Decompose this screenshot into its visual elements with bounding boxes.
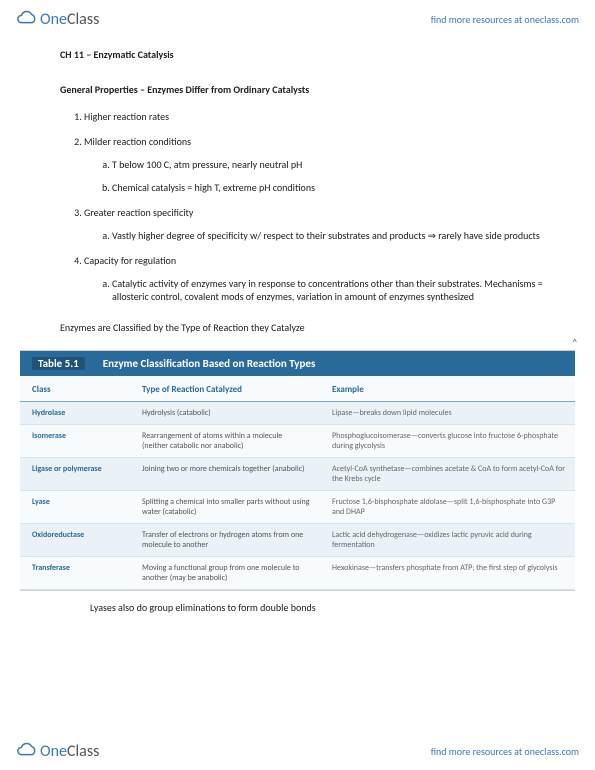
cell-class: Oxidoreductase (20, 524, 130, 557)
sub-list-item: T below 100 C, atm pressure, nearly neut… (112, 158, 545, 171)
note-bottom: Lyases also do group eliminations to for… (60, 601, 545, 614)
cell-class: Ligase or polymerase (20, 458, 130, 491)
cloud-icon (16, 740, 38, 762)
table-row: IsomeraseRearrangement of atoms within a… (20, 425, 575, 458)
resources-link-bottom[interactable]: find more resources at oneclass.com (431, 745, 579, 758)
sub-list: Catalytic activity of enzymes vary in re… (84, 277, 545, 303)
cell-example: Acetyl-CoA synthetase—combines acetate &… (320, 458, 575, 491)
resources-link-top[interactable]: find more resources at oneclass.com (431, 13, 579, 26)
table-row: TransferaseMoving a functional group fro… (20, 557, 575, 590)
table-row: OxidoreductaseTransfer of electrons or h… (20, 524, 575, 557)
cell-type: Hydrolysis (catabolic) (130, 402, 320, 425)
document-body: CH 11 – Enzymatic Catalysis General Prop… (0, 38, 595, 624)
sub-list-item: Catalytic activity of enzymes vary in re… (112, 277, 545, 303)
cell-example: Lipase—breaks down lipid molecules (320, 402, 575, 425)
col-header-example: Example (320, 376, 575, 402)
sub-list: T below 100 C, atm pressure, nearly neut… (84, 158, 545, 194)
section-heading: General Properties – Enzymes Differ from… (60, 83, 545, 96)
sub-list-item: Vastly higher degree of specificity w/ r… (112, 229, 545, 242)
brand-logo: OneClass (16, 8, 99, 30)
caret-icon: ^ (573, 337, 577, 348)
properties-list: Higher reaction rates Milder reaction co… (60, 110, 545, 303)
sub-list-item: Chemical catalysis = high T, extreme pH … (112, 181, 545, 194)
cell-type: Splitting a chemical into smaller parts … (130, 491, 320, 524)
enzyme-table-container: ^ Table 5.1 Enzyme Classification Based … (20, 350, 575, 591)
table-row: LyaseSplitting a chemical into smaller p… (20, 491, 575, 524)
cell-class: Lyase (20, 491, 130, 524)
table-row: Ligase or polymeraseJoining two or more … (20, 458, 575, 491)
enzyme-table: Class Type of Reaction Catalyzed Example… (20, 376, 575, 590)
list-item: Milder reaction conditions T below 100 C… (84, 135, 545, 194)
cell-example: Lactic acid dehydrogenase—oxidizes lacti… (320, 524, 575, 557)
cell-example: Fructose 1,6-bisphosphate aldolase—split… (320, 491, 575, 524)
list-item: Higher reaction rates (84, 110, 545, 123)
table-label: Table 5.1 (32, 357, 85, 370)
classify-heading: Enzymes are Classified by the Type of Re… (60, 321, 545, 334)
brand-text: OneClass (40, 10, 99, 29)
cell-type: Moving a functional group from one molec… (130, 557, 320, 590)
cell-example: Phosphoglucoisomerase—converts glucose i… (320, 425, 575, 458)
list-item: Capacity for regulation Catalytic activi… (84, 254, 545, 303)
sub-list: Vastly higher degree of specificity w/ r… (84, 229, 545, 242)
cloud-icon (16, 8, 38, 30)
table-row: HydrolaseHydrolysis (catabolic)Lipase—br… (20, 402, 575, 425)
table-title-bar: Table 5.1 Enzyme Classification Based on… (20, 351, 575, 376)
page-header: OneClass find more resources at oneclass… (0, 0, 595, 38)
brand-text-footer: OneClass (40, 742, 99, 761)
cell-example: Hexokinase—transfers phosphate from ATP;… (320, 557, 575, 590)
list-item: Greater reaction specificity Vastly high… (84, 206, 545, 242)
table-title: Enzyme Classification Based on Reaction … (103, 357, 316, 370)
cell-class: Isomerase (20, 425, 130, 458)
cell-type: Rearrangement of atoms within a molecule… (130, 425, 320, 458)
brand-logo-footer: OneClass (16, 740, 99, 762)
page-footer: OneClass find more resources at oneclass… (0, 732, 595, 770)
cell-type: Transfer of electrons or hydrogen atoms … (130, 524, 320, 557)
chapter-title: CH 11 – Enzymatic Catalysis (60, 48, 545, 61)
table-header-row: Class Type of Reaction Catalyzed Example (20, 376, 575, 402)
col-header-class: Class (20, 376, 130, 402)
cell-type: Joining two or more chemicals together (… (130, 458, 320, 491)
cell-class: Transferase (20, 557, 130, 590)
col-header-type: Type of Reaction Catalyzed (130, 376, 320, 402)
cell-class: Hydrolase (20, 402, 130, 425)
